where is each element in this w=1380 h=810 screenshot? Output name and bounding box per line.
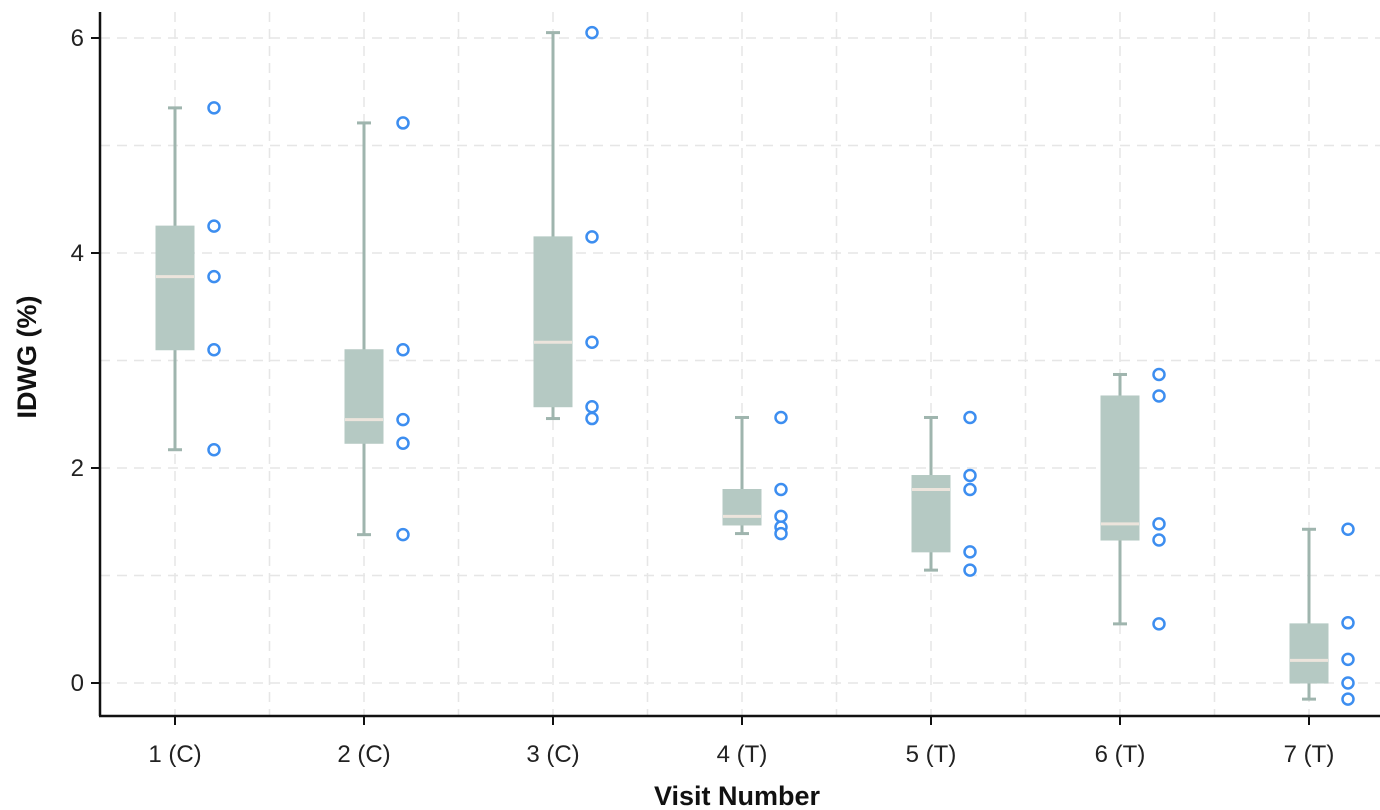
box-iqr <box>1289 623 1329 684</box>
data-point <box>207 442 221 457</box>
data-point <box>396 116 410 130</box>
data-point <box>1152 617 1166 631</box>
data-point <box>585 335 599 349</box>
data-points <box>207 25 1355 706</box>
axes: 0 2 4 6 1 (C) 2 (C) 3 (C) 4 (T) 5 (T) 6 (T) 7 (T) <box>71 12 1380 768</box>
y-axis-title: IDWG (%) <box>12 296 42 419</box>
box-iqr <box>344 349 384 444</box>
box-iqr <box>911 475 951 553</box>
x-axis-title: Visit Number <box>654 781 821 810</box>
data-point <box>585 25 599 40</box>
data-point <box>1152 389 1166 403</box>
data-point <box>396 436 410 451</box>
data-point <box>396 527 410 542</box>
data-point <box>1152 533 1166 547</box>
data-point <box>585 230 599 244</box>
data-point <box>207 343 221 357</box>
x-tick-label: 6 (T) <box>1095 741 1146 768</box>
data-point <box>585 399 599 414</box>
x-tick-label: 2 (C) <box>337 741 390 768</box>
data-point <box>396 343 410 357</box>
grid-lines <box>100 12 1380 716</box>
data-point <box>396 412 410 427</box>
data-point <box>1341 652 1355 667</box>
x-tick-label: 3 (C) <box>526 741 579 768</box>
data-point <box>963 482 977 497</box>
data-point <box>1341 616 1355 630</box>
x-tick-label: 1 (C) <box>148 741 201 768</box>
data-point <box>1341 522 1355 537</box>
y-tick-label: 2 <box>71 455 84 482</box>
y-tick-label: 6 <box>71 25 84 52</box>
data-point <box>1341 676 1355 690</box>
data-point <box>585 411 599 426</box>
data-point <box>1341 692 1355 706</box>
data-point <box>774 410 788 425</box>
data-point <box>774 509 788 524</box>
data-point <box>963 563 977 577</box>
data-point <box>963 545 977 559</box>
box-iqr <box>722 489 762 526</box>
x-tick-label: 4 (T) <box>717 741 768 768</box>
box-plots <box>155 31 1329 701</box>
data-point <box>963 410 977 425</box>
data-point <box>207 101 221 115</box>
data-point <box>963 468 977 483</box>
box-iqr <box>533 236 573 408</box>
box-iqr <box>155 225 195 351</box>
y-tick-label: 4 <box>71 240 84 267</box>
y-tick-label: 0 <box>71 670 84 697</box>
data-point <box>207 269 221 284</box>
data-point <box>1152 367 1166 382</box>
data-point <box>774 526 788 541</box>
data-point <box>1152 517 1166 531</box>
box-iqr <box>1100 395 1140 541</box>
data-point <box>207 219 221 233</box>
x-tick-label: 7 (T) <box>1284 741 1335 768</box>
data-point <box>774 482 788 497</box>
x-tick-label: 5 (T) <box>906 741 957 768</box>
